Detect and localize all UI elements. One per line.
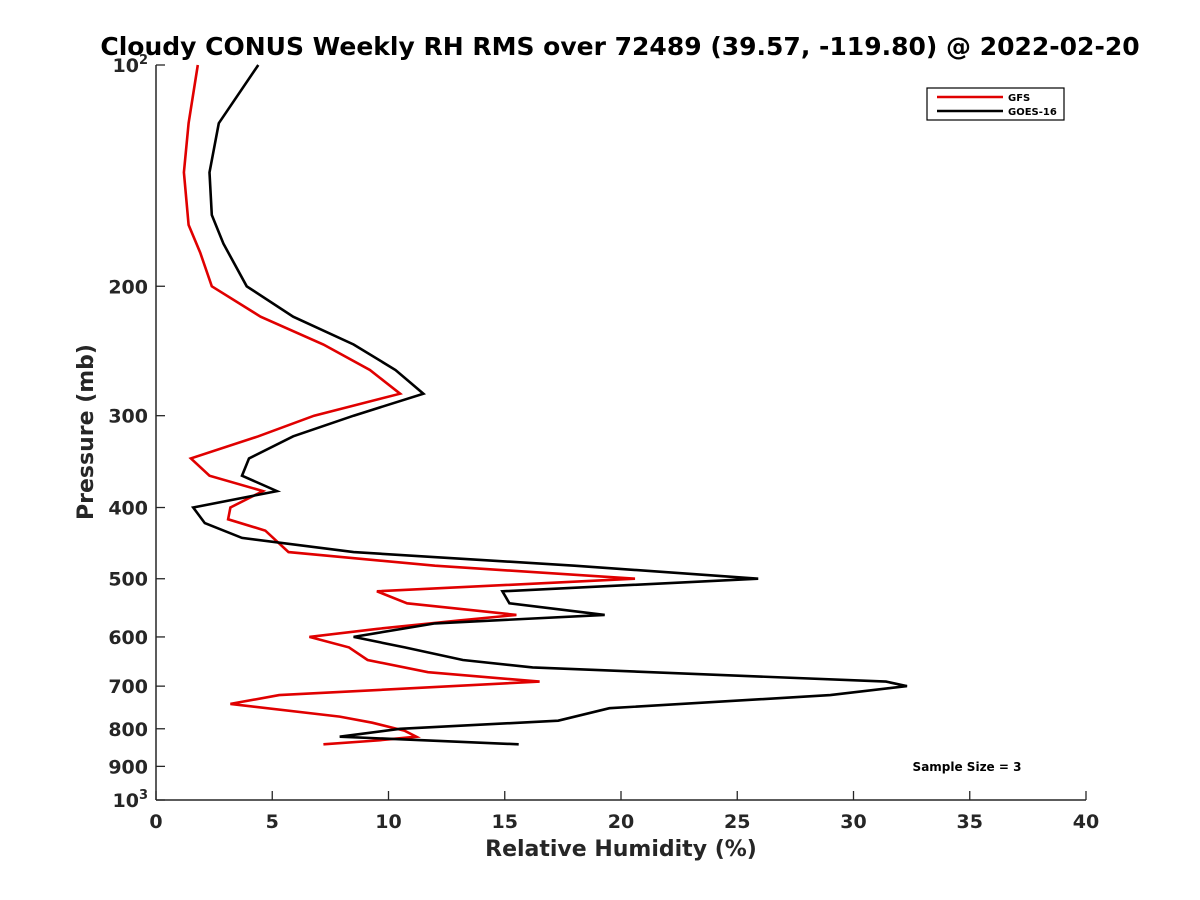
x-tick-label: 0 — [149, 811, 162, 833]
legend-label: GOES-16 — [1008, 107, 1057, 118]
series-line-goes-16 — [190, 64, 908, 746]
y-tick-label: 103 — [113, 788, 149, 812]
plot-axes — [155, 65, 1086, 801]
x-tick-label: 5 — [266, 811, 279, 833]
legend-label: GFS — [1008, 93, 1030, 104]
legend: GFS GOES-16 — [926, 87, 1065, 121]
y-axis-ticks: 102 200 300 400 500 600 700 800 900 103 — [108, 53, 165, 812]
y-tick-label: 300 — [108, 406, 148, 428]
y-tick-label: 500 — [108, 569, 148, 591]
data-series — [182, 64, 908, 746]
x-tick-label: 40 — [1073, 811, 1099, 833]
y-tick-label: 600 — [108, 627, 148, 649]
legend-box — [926, 87, 1065, 121]
y-tick-label: 102 — [113, 53, 149, 77]
y-tick-label: 400 — [108, 498, 148, 520]
x-axis-label: Relative Humidity (%) — [485, 837, 757, 862]
series-line-gfs — [182, 64, 636, 746]
x-tick-label: 10 — [375, 811, 401, 833]
y-tick-label: 900 — [108, 756, 148, 778]
y-tick-label: 700 — [108, 676, 148, 698]
y-tick-label: 800 — [108, 719, 148, 741]
y-tick-label: 200 — [108, 276, 148, 298]
x-tick-label: 25 — [724, 811, 750, 833]
x-tick-label: 15 — [492, 811, 518, 833]
x-tick-label: 30 — [840, 811, 866, 833]
x-axis-ticks: 0 5 10 15 20 25 30 35 40 — [149, 791, 1099, 833]
chart-title: Cloudy CONUS Weekly RH RMS over 72489 (3… — [100, 32, 1139, 61]
x-tick-label: 35 — [957, 811, 983, 833]
x-tick-label: 20 — [608, 811, 634, 833]
y-axis-label: Pressure (mb) — [74, 344, 99, 520]
sample-size-annotation: Sample Size = 3 — [913, 760, 1022, 774]
